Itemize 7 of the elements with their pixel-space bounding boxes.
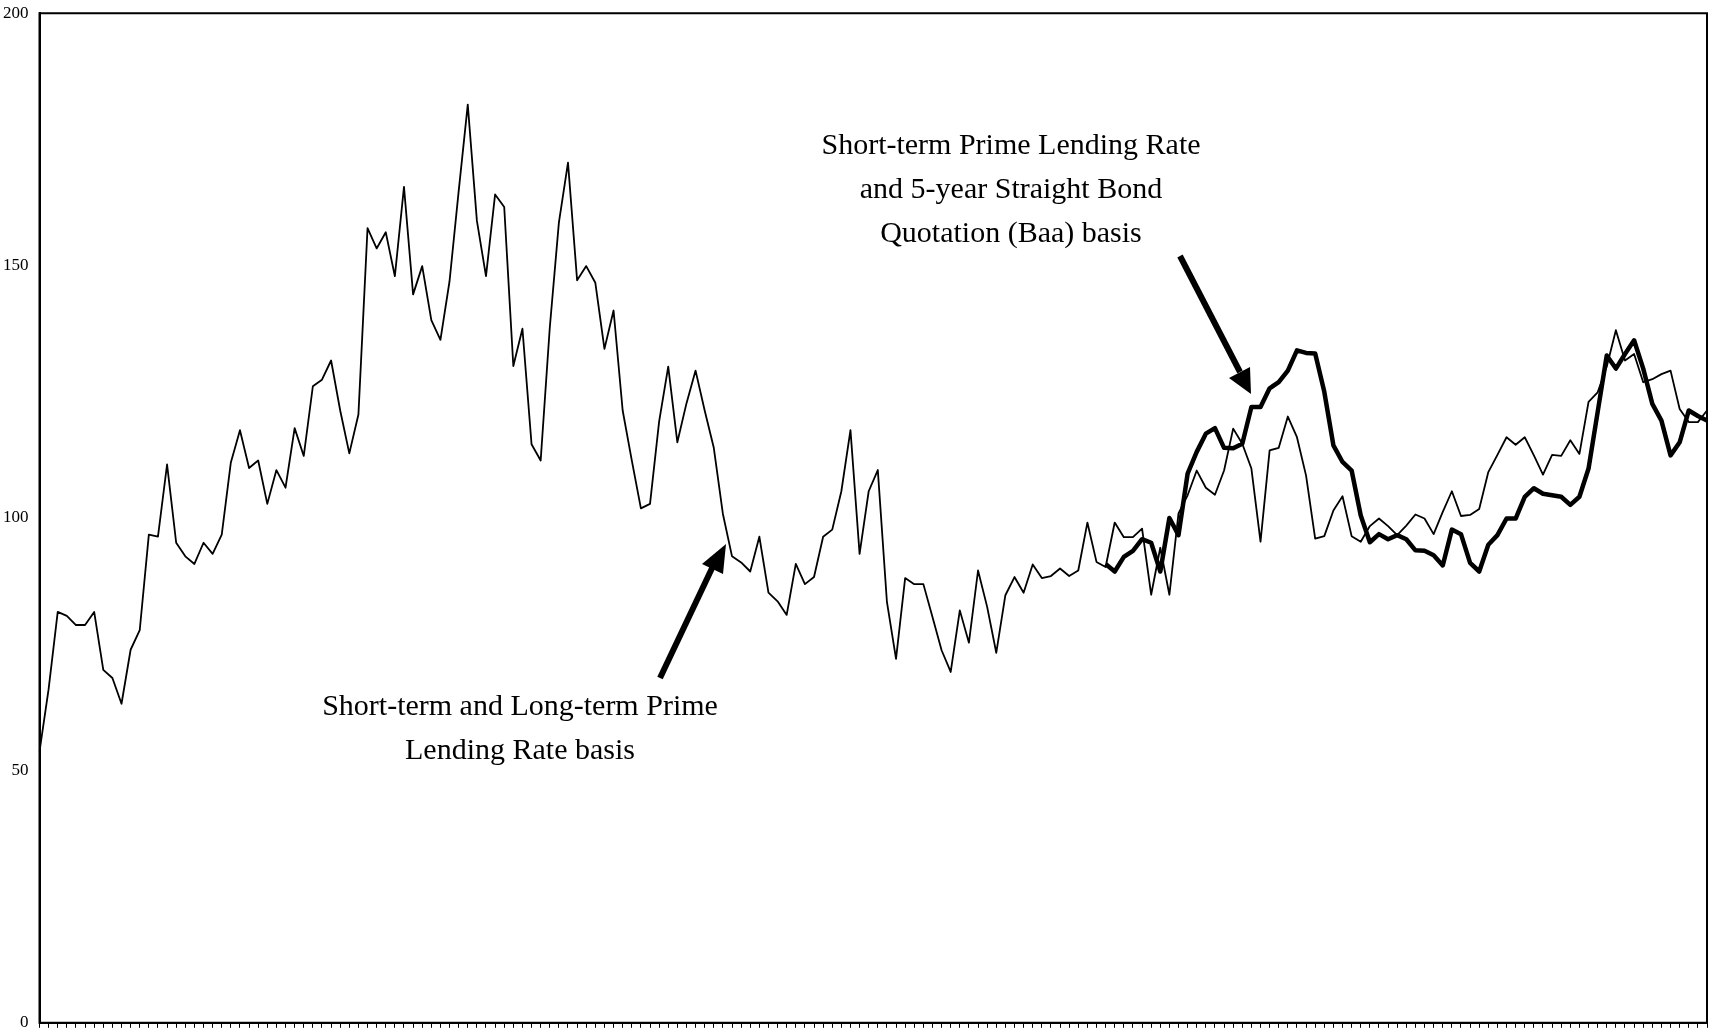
annotation: Short-term and Long-term Prime Lending Rate basis <box>321 687 719 767</box>
y-tick-label: 200 <box>3 2 29 22</box>
y-tick-label: 50 <box>11 759 29 779</box>
y-tick-label: 150 <box>3 255 29 275</box>
y-tick-label: 0 <box>20 1012 29 1032</box>
y-tick-label: 100 <box>3 507 29 527</box>
annotation: Short-term Prime Lending Rate and 5-year Straight Bond Quotation (Baa) basis <box>820 126 1202 250</box>
